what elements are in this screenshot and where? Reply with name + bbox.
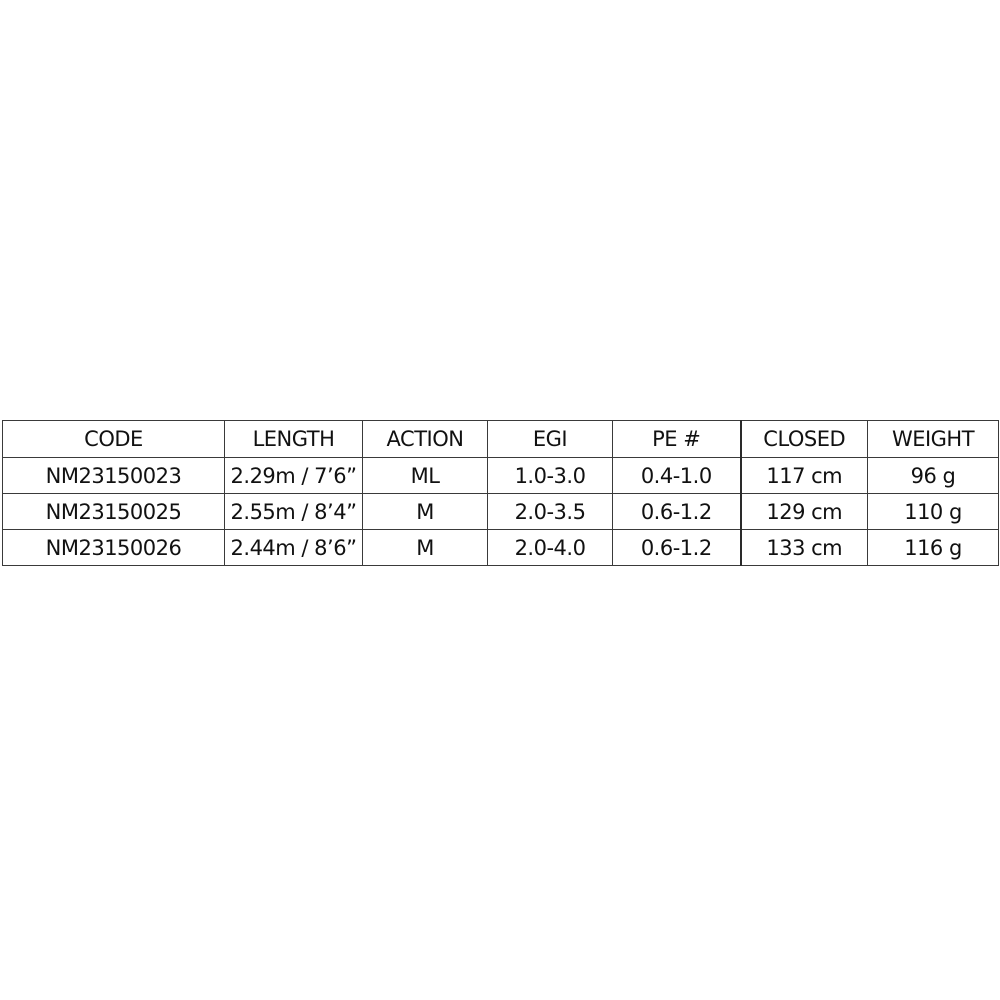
header-code: CODE <box>2 420 225 458</box>
cell-egi: 1.0-3.0 <box>487 457 613 494</box>
cell-length: 2.29m / 7’6” <box>224 457 363 494</box>
cell-weight: 116 g <box>867 529 999 566</box>
cell-code[interactable]: NM23150023 <box>2 457 225 494</box>
cell-action: ML <box>362 457 488 494</box>
header-egi: EGI <box>487 420 613 458</box>
cell-pe: 0.6-1.2 <box>612 529 741 566</box>
cell-length: 2.44m / 8’6” <box>224 529 363 566</box>
cell-weight: 110 g <box>867 493 999 530</box>
table-row: NM23150026 2.44m / 8’6” M 2.0-4.0 0.6-1.… <box>2 529 999 566</box>
cell-action: M <box>362 493 488 530</box>
cell-length: 2.55m / 8’4” <box>224 493 363 530</box>
cell-code: NM23150025 <box>2 493 225 530</box>
table-row: NM23150025 2.55m / 8’4” M 2.0-3.5 0.6-1.… <box>2 493 999 530</box>
header-closed: CLOSED <box>739 420 868 458</box>
header-action: ACTION <box>362 420 488 458</box>
cell-code: NM23150026 <box>2 529 225 566</box>
code-text[interactable]: NM23150023 <box>45 463 182 488</box>
cell-pe: 0.6-1.2 <box>612 493 741 530</box>
table-header-row: CODE LENGTH ACTION EGI PE # CLOSED WEIGH… <box>2 420 999 458</box>
header-pe: PE # <box>612 420 741 458</box>
cell-pe: 0.4-1.0 <box>612 457 741 494</box>
cell-closed: 117 cm <box>739 457 868 494</box>
table-row: NM23150023 2.29m / 7’6” ML 1.0-3.0 0.4-1… <box>2 457 999 494</box>
spec-table: CODE LENGTH ACTION EGI PE # CLOSED WEIGH… <box>2 420 999 566</box>
cell-action: M <box>362 529 488 566</box>
header-length: LENGTH <box>224 420 363 458</box>
cell-egi: 2.0-3.5 <box>487 493 613 530</box>
cell-weight: 96 g <box>867 457 999 494</box>
cell-closed: 129 cm <box>739 493 868 530</box>
cell-egi: 2.0-4.0 <box>487 529 613 566</box>
cell-closed: 133 cm <box>739 529 868 566</box>
header-weight: WEIGHT <box>867 420 999 458</box>
